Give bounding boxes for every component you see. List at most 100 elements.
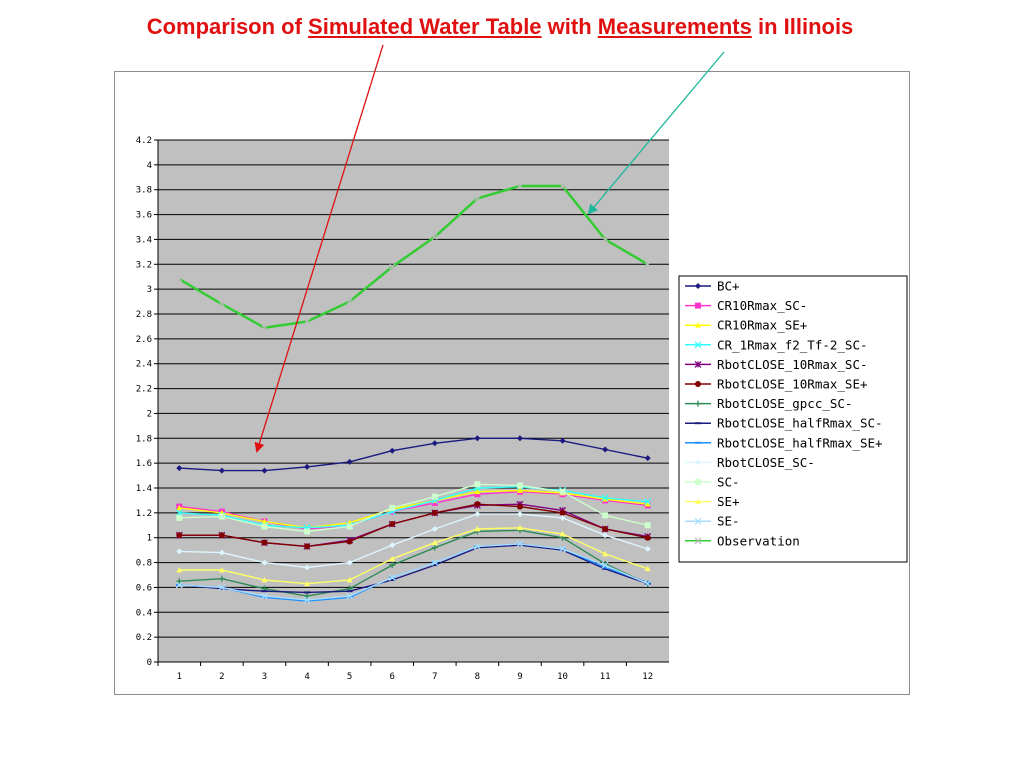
legend-item: CR10Rmax_SE+ (685, 318, 807, 333)
x-tick-label: 11 (600, 672, 611, 682)
legend-swatch-marker (695, 283, 701, 289)
plot-background (158, 140, 669, 662)
data-point (261, 576, 268, 583)
data-point (218, 583, 226, 591)
legend-label: Observation (717, 533, 800, 548)
y-tick-label: 2 (147, 409, 152, 419)
series-line (179, 543, 648, 601)
series-line (179, 544, 648, 594)
y-tick-label: 2.2 (136, 385, 152, 395)
data-point (346, 458, 353, 465)
y-tick-label: 3.8 (136, 186, 152, 196)
data-point (218, 513, 225, 520)
data-point (474, 501, 481, 508)
data-point (389, 521, 396, 528)
data-point (304, 528, 311, 535)
legend-item: CR_1Rmax_f2_Tf-2_SC- (685, 337, 868, 352)
y-tick-label: 3 (147, 285, 152, 295)
legend-item: RbotCLOSE_10Rmax_SE+ (685, 377, 868, 392)
series-13 (176, 183, 651, 331)
data-point (474, 435, 481, 442)
y-tick-label: 1.4 (136, 484, 152, 494)
legend: BC+ CR10Rmax_SC- CR10Rmax_SE+ CR_1Rmax_f2_T… (678, 275, 908, 563)
data-point (261, 467, 268, 474)
x-tick-label: 12 (642, 672, 653, 682)
series-10 (176, 481, 651, 535)
y-tick-label: 0.8 (136, 559, 152, 569)
data-point (175, 581, 183, 589)
teal-arrow (587, 51, 725, 215)
series-line (179, 529, 648, 597)
x-tick-label: 3 (262, 672, 267, 682)
legend-item: SE+ (685, 494, 740, 509)
data-point (644, 534, 651, 541)
data-point (644, 455, 651, 462)
data-point (516, 183, 523, 189)
data-point (346, 592, 354, 600)
data-point (431, 544, 438, 551)
legend-swatch-marker (695, 381, 701, 387)
legend-item: RbotCLOSE_halfRmax_SE+ (685, 435, 883, 450)
series-line (179, 513, 648, 569)
data-point (559, 530, 566, 537)
series-12 (175, 540, 652, 604)
data-point (260, 592, 268, 600)
data-point (474, 491, 481, 498)
legend-label: RbotCLOSE_SC- (717, 455, 815, 470)
x-tick-label: 6 (389, 672, 394, 682)
data-point (644, 261, 651, 268)
series-group (175, 183, 652, 604)
data-point (176, 514, 183, 521)
data-point (602, 532, 609, 539)
y-tick-label: 2.8 (136, 310, 152, 320)
data-point (346, 523, 353, 530)
data-point (389, 504, 396, 511)
data-point (473, 542, 481, 550)
data-point (474, 511, 481, 518)
data-point (218, 532, 225, 539)
data-point (304, 564, 311, 571)
legend-swatch-marker (695, 322, 701, 328)
data-point (644, 522, 651, 529)
data-point (644, 580, 652, 588)
legend-swatch-marker (695, 459, 701, 466)
data-point (431, 559, 439, 567)
data-point (261, 324, 268, 331)
data-point (601, 494, 609, 502)
data-point (474, 195, 481, 202)
data-point (431, 499, 438, 506)
data-point (474, 526, 481, 532)
title-part-5: in Illinois (751, 14, 854, 39)
data-point (644, 501, 651, 507)
data-point (388, 574, 396, 581)
series-line (179, 486, 648, 529)
data-point (431, 493, 438, 500)
data-point (218, 567, 225, 573)
y-tick-label: 1.2 (136, 509, 152, 519)
legend-label: SC- (717, 475, 740, 490)
legend-item: RbotCLOSE_SC- (685, 455, 815, 470)
series-9 (176, 511, 651, 571)
data-point (218, 549, 225, 556)
series-line (179, 483, 648, 533)
data-point (474, 488, 481, 495)
data-point (431, 233, 438, 240)
data-point (176, 504, 183, 511)
x-tick-label: 9 (517, 672, 522, 682)
legend-item: RbotCLOSE_halfRmax_SC- (685, 416, 883, 431)
data-point (346, 298, 353, 305)
legend-label: SE- (717, 514, 740, 529)
legend-label: CR10Rmax_SE+ (717, 318, 807, 333)
data-point (304, 543, 311, 550)
legend-swatch-marker (695, 498, 701, 504)
legend-label: RbotCLOSE_10Rmax_SC- (717, 357, 868, 372)
y-tick-label: 3.2 (136, 260, 152, 270)
legend-item: RbotCLOSE_10Rmax_SC- (685, 357, 868, 372)
x-tick-label: 2 (219, 672, 224, 682)
y-tick-label: 3.4 (136, 235, 152, 245)
y-tick-label: 2.4 (136, 360, 152, 370)
data-point (304, 580, 311, 587)
data-point (559, 183, 566, 189)
data-point (644, 545, 651, 552)
